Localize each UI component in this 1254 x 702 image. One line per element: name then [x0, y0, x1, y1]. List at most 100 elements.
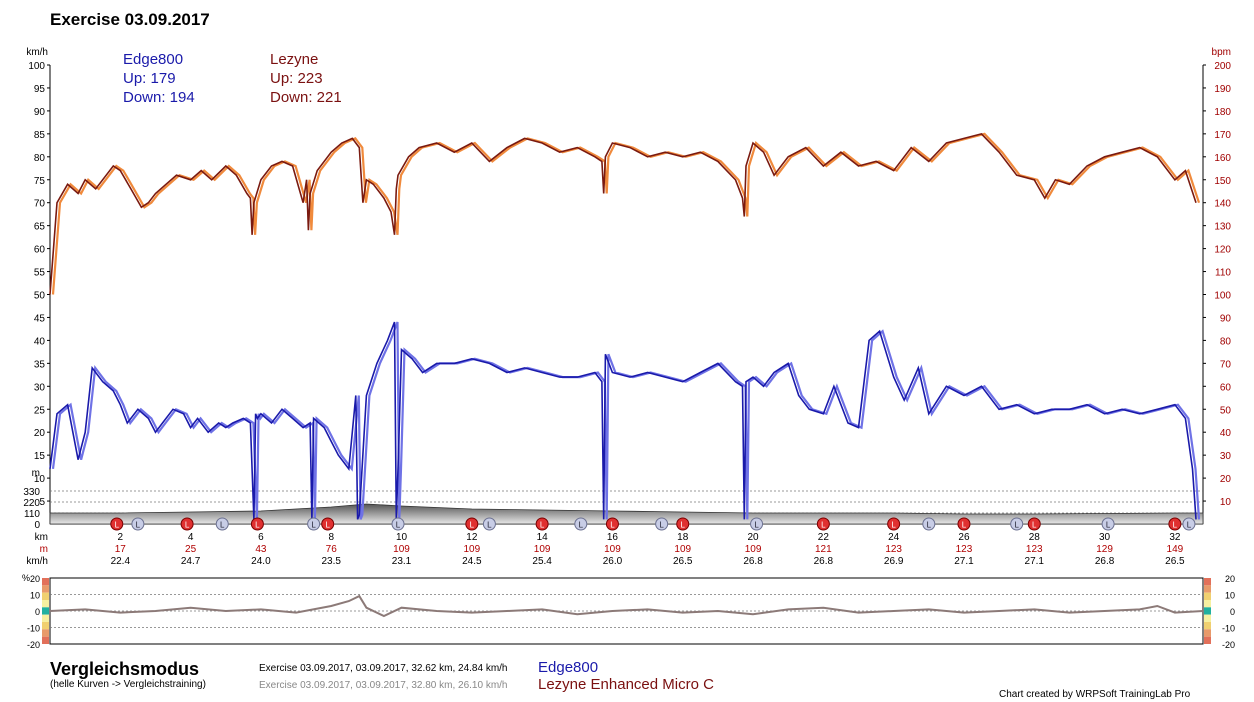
- right-tick-label: 150: [1214, 176, 1231, 187]
- lap-marker-edge800-label: L: [220, 521, 225, 530]
- kmh-value-label: 24.5: [462, 556, 482, 567]
- left-tick-label: 80: [34, 153, 46, 164]
- lap-marker-lezyne-label: L: [891, 521, 896, 530]
- left-tick-label: 95: [34, 84, 46, 95]
- compare-row-1: Exercise 03.09.2017, 03.09.2017, 32.62 k…: [259, 663, 508, 674]
- m-value-label: 109: [463, 544, 480, 555]
- lap-marker-lezyne: [1027, 517, 1041, 531]
- right-tick-label: 50: [1220, 405, 1232, 416]
- diff-left-tick-label: 20: [30, 574, 40, 584]
- lap-marker-edge800: [1010, 517, 1024, 531]
- right-tick-label: 160: [1214, 153, 1231, 164]
- lap-marker-edge800: [1101, 517, 1115, 531]
- right-tick-label: 140: [1214, 199, 1231, 210]
- km-tick-label: 30: [1099, 532, 1111, 543]
- diff-scale-left: [42, 607, 49, 615]
- diff-scale-right: [1204, 614, 1211, 622]
- left-tick-label: 20: [34, 428, 46, 439]
- left-tick-label: 60: [34, 245, 46, 256]
- km-tick-label: 4: [188, 532, 194, 543]
- lap-marker-lezyne-label: L: [470, 521, 475, 530]
- compare-device-2: Lezyne Enhanced Micro C: [538, 676, 714, 693]
- km-tick-label: 6: [258, 532, 264, 543]
- diff-line: [49, 594, 1204, 618]
- kmh-value-label: 26.0: [603, 556, 623, 567]
- legend-lezyne: Lezyne Up: 223 Down: 221: [270, 50, 342, 107]
- km-tick-label: 8: [328, 532, 334, 543]
- diff-scale-left: [42, 622, 49, 630]
- kmh-value-label: 24.7: [181, 556, 201, 567]
- lap-marker-lezyne: [676, 517, 690, 531]
- m-row-label: m: [40, 544, 48, 555]
- km-tick-label: 32: [1169, 532, 1181, 543]
- lap-marker-lezyne-label: L: [821, 521, 826, 530]
- legend-edge-up: Up: 179: [123, 70, 176, 87]
- km-tick-label: 10: [396, 532, 408, 543]
- km-tick-label: 20: [747, 532, 759, 543]
- lap-marker-lezyne-label: L: [255, 521, 260, 530]
- m-value-label: 109: [674, 544, 691, 555]
- km-tick-label: 24: [888, 532, 900, 543]
- compare-row-2: Exercise 03.09.2017, 03.09.2017, 32.80 k…: [259, 680, 508, 691]
- diff-scale-left: [42, 578, 49, 586]
- right-tick-label: 20: [1220, 474, 1232, 485]
- right-tick-label: 80: [1220, 336, 1232, 347]
- right-tick-label: 130: [1214, 222, 1231, 233]
- speed-line-edge800: [49, 321, 1197, 520]
- kmh-value-label: 26.8: [743, 556, 763, 567]
- diff-left-tick-label: -20: [27, 640, 40, 650]
- elevation-tick-label: 0: [34, 520, 40, 531]
- left-tick-label: 35: [34, 359, 46, 370]
- credit-text: Chart created by WRPSoft TrainingLab Pro: [999, 689, 1191, 700]
- legend-edge800: Edge800 Up: 179 Down: 194: [123, 50, 195, 107]
- right-tick-label: 70: [1220, 359, 1232, 370]
- elevation-tick-label: 330: [23, 487, 40, 498]
- km-tick-label: 22: [818, 532, 830, 543]
- lap-marker-lezyne-label: L: [1173, 521, 1178, 530]
- diff-axis-unit: %: [22, 573, 30, 583]
- speed-line-lezyne: [51, 321, 1201, 520]
- kmh-value-label: 25.4: [532, 556, 552, 567]
- diff-scale-right: [1204, 592, 1211, 600]
- lap-marker-edge800: [307, 517, 321, 531]
- m-value-label: 123: [956, 544, 973, 555]
- lap-marker-lezyne: [887, 517, 901, 531]
- diff-scale-right: [1204, 636, 1211, 644]
- kmh-value-label: 22.4: [111, 556, 131, 567]
- right-tick-label: 10: [1220, 497, 1232, 508]
- left-tick-label: 10: [34, 474, 46, 485]
- lap-marker-lezyne: [110, 517, 124, 531]
- lap-marker-lezyne-label: L: [962, 521, 967, 530]
- right-tick-label: 120: [1214, 245, 1231, 256]
- hr-line-lezyne: [51, 132, 1201, 295]
- right-axis-unit: bpm: [1212, 47, 1231, 58]
- lap-marker-edge800: [482, 517, 496, 531]
- diff-scale-left: [42, 629, 49, 637]
- km-tick-label: 14: [537, 532, 549, 543]
- left-tick-label: 100: [28, 61, 45, 72]
- lap-marker-lezyne-label: L: [681, 521, 686, 530]
- km-tick-label: 2: [118, 532, 124, 543]
- left-tick-label: 45: [34, 313, 46, 324]
- elevation-tick-label: 110: [24, 509, 40, 520]
- left-tick-label: 15: [34, 451, 46, 462]
- m-value-label: 123: [885, 544, 902, 555]
- kmh-row-label: km/h: [26, 556, 48, 567]
- diff-scale-left: [42, 600, 49, 608]
- m-value-label: 149: [1167, 544, 1184, 555]
- lap-marker-edge800-label: L: [487, 521, 492, 530]
- right-tick-label: 200: [1214, 61, 1231, 72]
- lap-marker-edge800: [131, 517, 145, 531]
- m-value-label: 109: [534, 544, 551, 555]
- left-tick-label: 90: [34, 107, 46, 118]
- lap-marker-edge800-label: L: [396, 521, 401, 530]
- kmh-value-label: 26.8: [814, 556, 834, 567]
- left-tick-label: 55: [34, 268, 46, 279]
- lap-marker-edge800-label: L: [1014, 521, 1019, 530]
- lap-marker-edge800: [391, 517, 405, 531]
- left-tick-label: 70: [34, 199, 46, 210]
- lap-marker-lezyne-label: L: [1032, 521, 1037, 530]
- left-tick-label: 25: [34, 405, 46, 416]
- lap-marker-edge800-label: L: [754, 521, 759, 530]
- km-row-label: km: [35, 532, 48, 543]
